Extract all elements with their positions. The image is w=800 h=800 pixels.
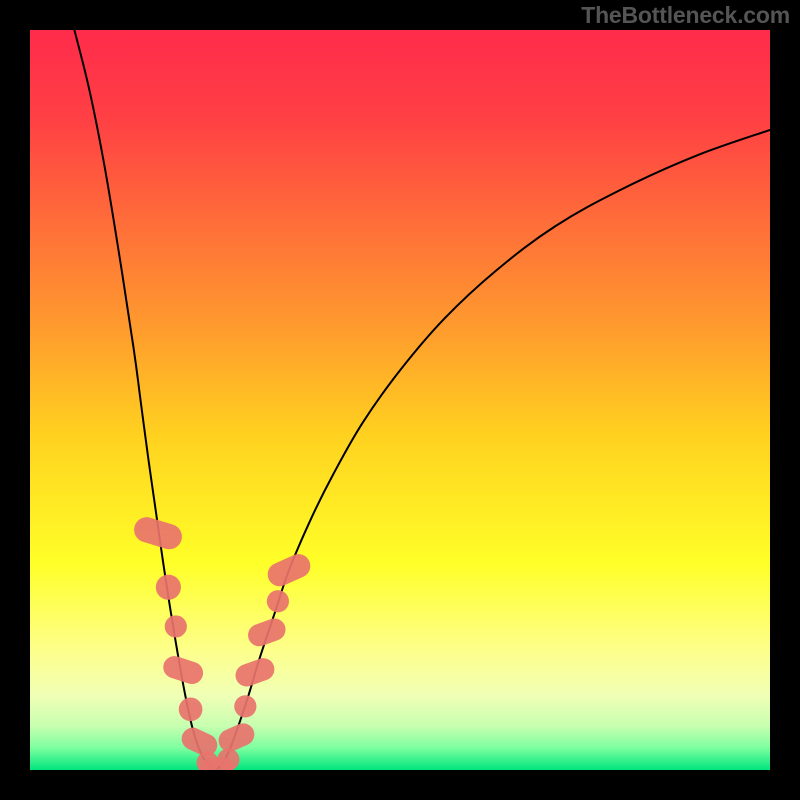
series-marker bbox=[165, 615, 187, 637]
series-marker bbox=[179, 697, 203, 721]
series-marker bbox=[156, 575, 181, 600]
watermark-text: TheBottleneck.com bbox=[581, 2, 790, 29]
series-marker bbox=[267, 590, 289, 612]
plot-area bbox=[30, 30, 770, 770]
plot-svg bbox=[30, 30, 770, 770]
chart-frame: TheBottleneck.com bbox=[0, 0, 800, 800]
series-marker bbox=[234, 695, 256, 717]
series-marker bbox=[217, 749, 239, 770]
